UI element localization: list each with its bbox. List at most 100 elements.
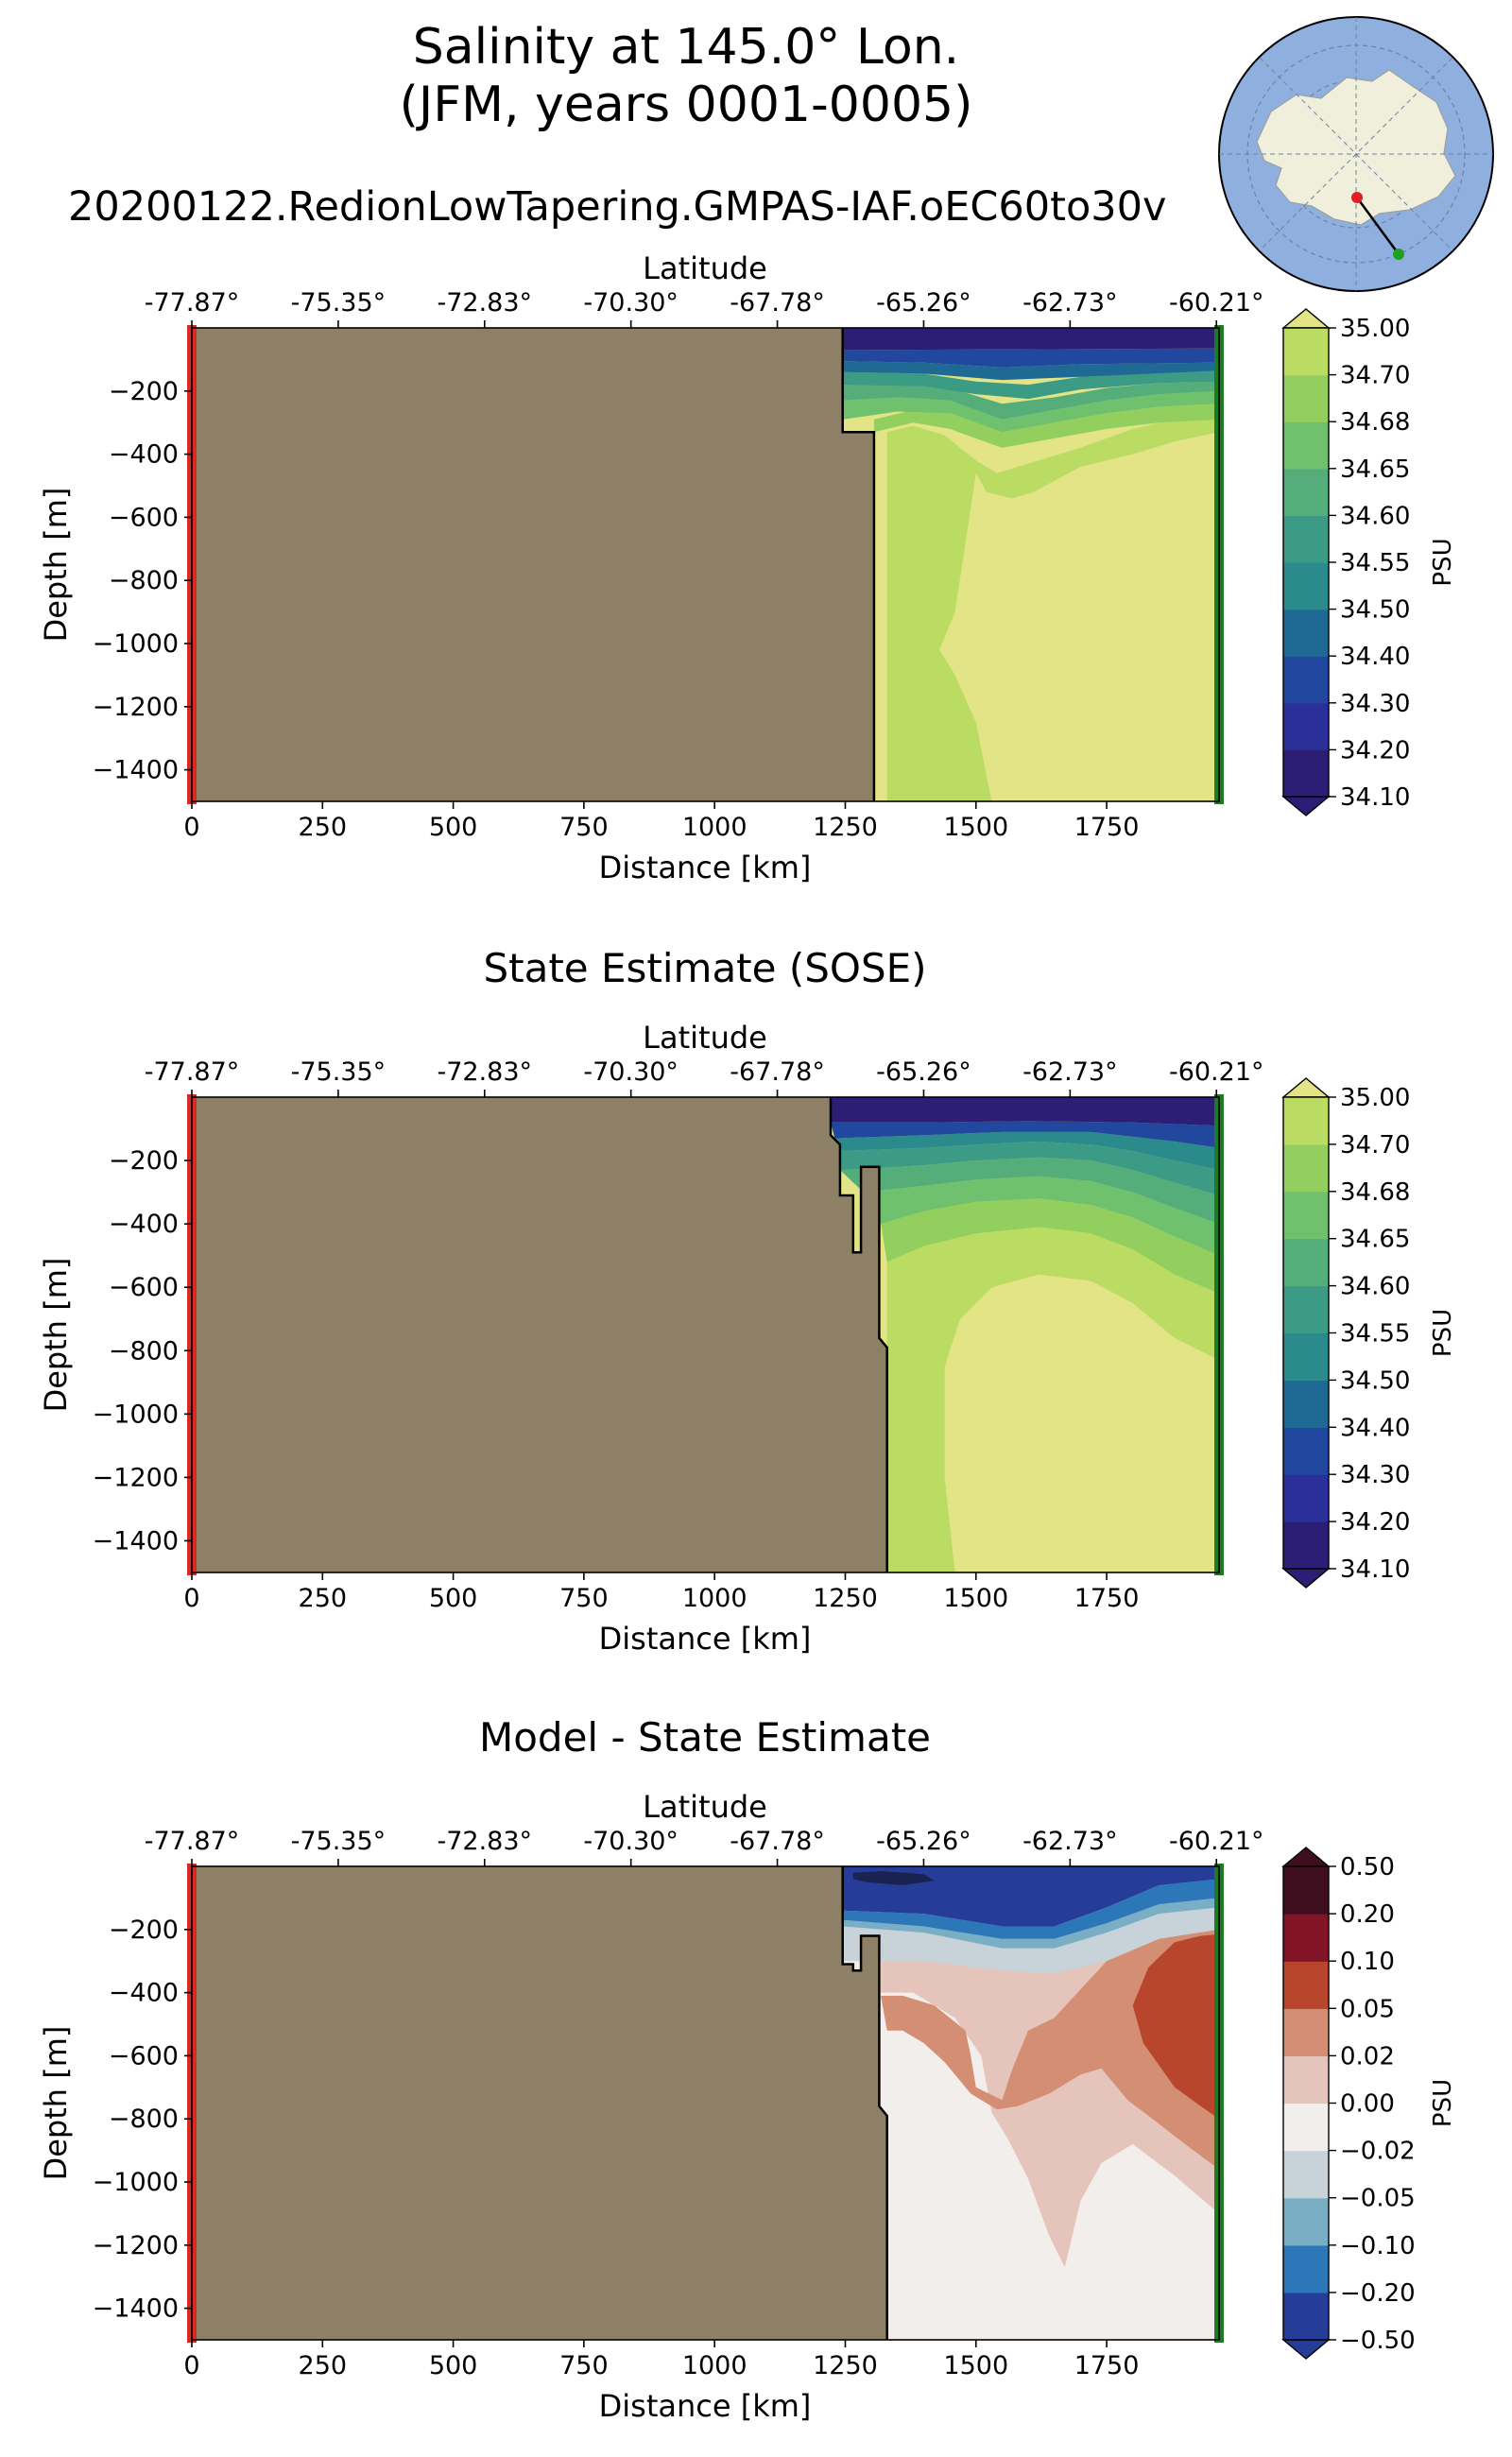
lat-tick-label: -67.78° (730, 1827, 825, 1856)
section-panel-1: 0 250 500 750 1000 1250 1500 1750 Distance [km] -… (38, 250, 1457, 885)
x-tick-label: 0 (183, 2351, 199, 2380)
contour-band-4 (863, 1176, 1219, 1256)
colorbar-extend-min (1281, 2339, 1331, 2360)
contour-band-1 (944, 1274, 1219, 1572)
contour-band-3 (873, 404, 1219, 448)
colorbar-segment-9 (1283, 1914, 1329, 1962)
x-tick-label: 1250 (813, 1584, 878, 1613)
lat-tick-label: -75.35° (291, 288, 387, 318)
colorbar-segment-8 (1283, 421, 1329, 470)
contour-band-8 (842, 1866, 1219, 1927)
x-tick-label: 1000 (682, 2351, 747, 2380)
colorbar-tick-label: 34.55 (1340, 1320, 1410, 1349)
colorbar-tick-label: 34.60 (1340, 502, 1410, 530)
colorbar-segment-4 (1283, 2150, 1329, 2199)
lat-tick-label: -60.21° (1169, 1057, 1264, 1087)
y-tick-label: −1400 (93, 1526, 179, 1555)
lat-tick-label: -65.26° (876, 288, 971, 318)
colorbar-segment-2 (1283, 2244, 1329, 2294)
colorbar-tick-label: 0.10 (1340, 1948, 1395, 1976)
x-tick-label: 1500 (943, 2351, 1008, 2380)
colorbar-tick-label: −0.05 (1340, 2185, 1416, 2213)
x-tick-label: 750 (559, 1584, 609, 1613)
colorbar-tick-label: 34.20 (1340, 736, 1410, 765)
contour-band-6 (837, 1141, 1219, 1195)
lat-tick-label: -70.30° (583, 1057, 679, 1087)
axes-frame (191, 327, 1220, 802)
x-axis-label: Distance [km] (599, 850, 812, 885)
colorbar-segment-6 (1283, 515, 1329, 563)
colorbar-tick-label: 35.00 (1340, 1084, 1410, 1112)
y-tick-label: −200 (109, 377, 179, 406)
colorbar-tick-label: 34.20 (1340, 1508, 1410, 1537)
lat-tick-label: -60.21° (1169, 1827, 1264, 1856)
contour-band-8 (842, 348, 1219, 368)
lat-tick-label: -72.83° (438, 1827, 533, 1856)
lat-tick-label: -65.26° (876, 1827, 971, 1856)
colorbar-extend-max (1281, 1077, 1331, 1098)
section-panel-3: Model - State Estimate 0 250 500 750 1000 1250… (38, 1714, 1457, 2424)
colorbar-segment-8 (1283, 1191, 1329, 1240)
lat-tick-label: -75.35° (291, 1827, 387, 1856)
contour-band-5 (842, 1907, 1219, 1974)
x-tick-label: 250 (299, 2351, 348, 2380)
bathymetry-outline (841, 328, 876, 801)
colorbar-segment-6 (1283, 2055, 1329, 2105)
y-tick-label: −1200 (93, 2231, 179, 2260)
x-tick-label: 1500 (943, 813, 1008, 842)
x-tick-label: 1000 (682, 813, 747, 842)
contour-band-8 (831, 1121, 1219, 1148)
x-tick-label: 250 (299, 813, 348, 842)
inset-start-point (1351, 192, 1363, 203)
contour-band-9 (852, 1871, 935, 1885)
plot-area (192, 1097, 1219, 1572)
x-tick-label: 750 (559, 2351, 609, 2380)
land-mask (192, 1097, 887, 1572)
contour-band-6 (842, 370, 1219, 400)
contour-band-3 (881, 1929, 1219, 2170)
colorbar-tick-label: −0.20 (1340, 2279, 1416, 2308)
lat-tick-label: -67.78° (730, 288, 825, 318)
lat-tick-label: -72.83° (438, 1057, 533, 1087)
lat-tick-label: -77.87° (145, 1057, 240, 1087)
y-tick-label: −800 (109, 1336, 179, 1366)
x-tick-label: 0 (183, 813, 199, 842)
x-tick-label: 0 (183, 1584, 199, 1613)
colorbar-segment-3 (1283, 656, 1329, 704)
lat-tick-label: -62.73° (1022, 1827, 1118, 1856)
colorbar-segment-10 (1283, 328, 1329, 376)
lat-tick-label: -70.30° (583, 1827, 679, 1856)
contour-band-9 (831, 1097, 1219, 1126)
y-tick-label: −1000 (93, 1400, 179, 1429)
colorbar-tick-label: 34.55 (1340, 549, 1410, 577)
colorbar-extend-max (1281, 1847, 1331, 1867)
lat-tick-label: -77.87° (145, 288, 240, 318)
lat-tick-label: -60.21° (1169, 288, 1264, 318)
inset-transect-line (1355, 197, 1400, 255)
x-tick-label: 1500 (943, 1584, 1008, 1613)
colorbar-extend-max (1281, 308, 1331, 329)
contour-band-2 (886, 413, 1219, 801)
y-tick-label: −1200 (93, 1463, 179, 1492)
colorbar-tick-label: 34.10 (1340, 783, 1410, 812)
lat-tick-label: -77.87° (145, 1827, 240, 1856)
top-axis-label: Latitude (643, 1789, 767, 1825)
colorbar-segment-2 (1283, 1474, 1329, 1522)
bathymetry-outline (841, 1866, 888, 2340)
y-tick-label: −1400 (93, 756, 179, 785)
colorbar-segment-3 (1283, 1427, 1329, 1475)
contour-band-7 (842, 361, 1219, 381)
contour-band-5 (842, 381, 1219, 420)
lat-tick-label: -62.73° (1022, 1057, 1118, 1087)
colorbar-tick-label: 34.68 (1340, 1178, 1410, 1207)
y-tick-label: −1000 (93, 629, 179, 659)
x-axis-label: Distance [km] (599, 2388, 812, 2424)
x-tick-label: 1750 (1074, 813, 1140, 842)
colorbar-tick-label: 34.70 (1340, 1131, 1410, 1160)
colorbar-tick-label: −0.02 (1340, 2138, 1416, 2166)
contour-band-6 (842, 1898, 1219, 1949)
y-axis-label: Depth [m] (38, 1258, 74, 1413)
x-tick-label: 1250 (813, 813, 878, 842)
colorbar: −0.50 −0.20 −0.10 −0.05 −0.02 0.00 0.02 0.05 0.1… (1281, 1847, 1457, 2360)
